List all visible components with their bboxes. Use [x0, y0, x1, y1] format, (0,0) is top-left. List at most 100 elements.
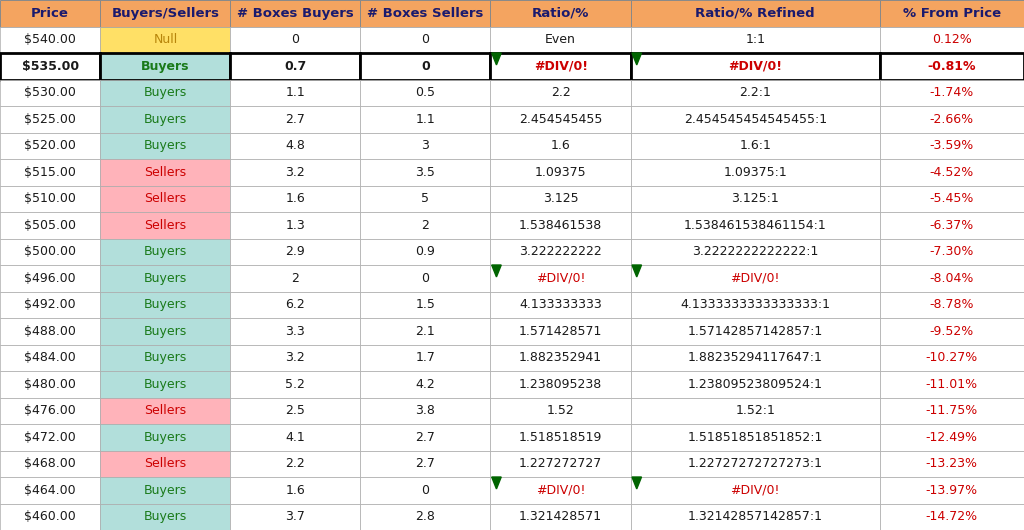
- Text: Buyers: Buyers: [143, 431, 187, 444]
- Text: 1.1: 1.1: [416, 113, 435, 126]
- Text: 3.7: 3.7: [286, 510, 305, 523]
- Bar: [100, 265, 230, 292]
- Bar: [490, 212, 631, 238]
- Text: #DIV/0!: #DIV/0!: [730, 484, 780, 497]
- Text: #DIV/0!: #DIV/0!: [536, 484, 586, 497]
- Bar: [360, 26, 490, 53]
- Text: Price: Price: [32, 7, 69, 20]
- Polygon shape: [632, 477, 641, 489]
- Bar: [631, 318, 880, 344]
- Bar: [631, 371, 880, 398]
- Bar: [631, 80, 880, 106]
- Bar: [360, 186, 490, 212]
- Text: 3.125:1: 3.125:1: [731, 192, 779, 205]
- Text: Ratio/% Refined: Ratio/% Refined: [695, 7, 815, 20]
- Text: Sellers: Sellers: [144, 166, 186, 179]
- Text: 3.222222222: 3.222222222: [519, 245, 602, 258]
- Text: -1.74%: -1.74%: [930, 86, 974, 99]
- Bar: [100, 53, 230, 80]
- Text: 0.9: 0.9: [416, 245, 435, 258]
- Bar: [360, 106, 490, 132]
- Bar: [0, 26, 100, 53]
- Text: $476.00: $476.00: [25, 404, 76, 417]
- Bar: [490, 26, 631, 53]
- Text: 1.52: 1.52: [547, 404, 574, 417]
- Text: Buyers: Buyers: [141, 60, 189, 73]
- Text: 5: 5: [422, 192, 429, 205]
- Text: 2.454545455: 2.454545455: [519, 113, 602, 126]
- Bar: [0, 265, 100, 292]
- Text: $500.00: $500.00: [25, 245, 76, 258]
- Bar: [100, 318, 230, 344]
- Bar: [100, 238, 230, 265]
- Text: 1.09375: 1.09375: [535, 166, 587, 179]
- Bar: [360, 398, 490, 424]
- Bar: [360, 344, 490, 371]
- Bar: [490, 344, 631, 371]
- Bar: [0, 186, 100, 212]
- Bar: [880, 26, 1024, 53]
- Bar: [230, 477, 360, 503]
- Text: 0.7: 0.7: [285, 60, 306, 73]
- Text: 1.32142857142857:1: 1.32142857142857:1: [688, 510, 822, 523]
- Bar: [0, 132, 100, 159]
- Text: -9.52%: -9.52%: [930, 325, 974, 338]
- Bar: [0, 398, 100, 424]
- Text: 2: 2: [422, 219, 429, 232]
- Bar: [490, 398, 631, 424]
- Bar: [631, 292, 880, 318]
- Text: Buyers: Buyers: [143, 86, 187, 99]
- Bar: [631, 238, 880, 265]
- Bar: [360, 477, 490, 503]
- Text: Null: Null: [154, 33, 177, 46]
- Text: Buyers: Buyers: [143, 113, 187, 126]
- Bar: [490, 292, 631, 318]
- Bar: [0, 106, 100, 132]
- Text: 2.2:1: 2.2:1: [739, 86, 771, 99]
- Bar: [0, 318, 100, 344]
- Bar: [880, 318, 1024, 344]
- Text: 1.51851851851852:1: 1.51851851851852:1: [687, 431, 823, 444]
- Text: -14.72%: -14.72%: [926, 510, 978, 523]
- Text: 0.12%: 0.12%: [932, 33, 972, 46]
- Bar: [0, 371, 100, 398]
- Bar: [230, 398, 360, 424]
- Text: Sellers: Sellers: [144, 404, 186, 417]
- Bar: [230, 106, 360, 132]
- Bar: [880, 186, 1024, 212]
- Bar: [631, 450, 880, 477]
- Text: 2.8: 2.8: [416, 510, 435, 523]
- Bar: [100, 0, 230, 26]
- Text: 6.2: 6.2: [286, 298, 305, 311]
- Text: 1.22727272727273:1: 1.22727272727273:1: [688, 457, 822, 470]
- Bar: [230, 344, 360, 371]
- Bar: [100, 132, 230, 159]
- Text: $472.00: $472.00: [25, 431, 76, 444]
- Polygon shape: [632, 53, 641, 65]
- Text: 1.23809523809524:1: 1.23809523809524:1: [688, 378, 822, 391]
- Bar: [0, 424, 100, 450]
- Text: #DIV/0!: #DIV/0!: [536, 272, 586, 285]
- Bar: [360, 292, 490, 318]
- Text: 4.133333333: 4.133333333: [519, 298, 602, 311]
- Bar: [0, 504, 100, 530]
- Bar: [631, 424, 880, 450]
- Bar: [360, 371, 490, 398]
- Bar: [631, 53, 880, 80]
- Text: 2.7: 2.7: [416, 457, 435, 470]
- Bar: [100, 344, 230, 371]
- Text: $520.00: $520.00: [25, 139, 76, 152]
- Text: 1.571428571: 1.571428571: [519, 325, 602, 338]
- Text: 1.321428571: 1.321428571: [519, 510, 602, 523]
- Bar: [100, 26, 230, 53]
- Text: 1.238095238: 1.238095238: [519, 378, 602, 391]
- Polygon shape: [492, 265, 501, 277]
- Text: #DIV/0!: #DIV/0!: [728, 60, 782, 73]
- Bar: [0, 292, 100, 318]
- Text: -12.49%: -12.49%: [926, 431, 978, 444]
- Bar: [880, 265, 1024, 292]
- Text: -11.01%: -11.01%: [926, 378, 978, 391]
- Bar: [631, 132, 880, 159]
- Text: Buyers: Buyers: [143, 139, 187, 152]
- Text: Buyers: Buyers: [143, 378, 187, 391]
